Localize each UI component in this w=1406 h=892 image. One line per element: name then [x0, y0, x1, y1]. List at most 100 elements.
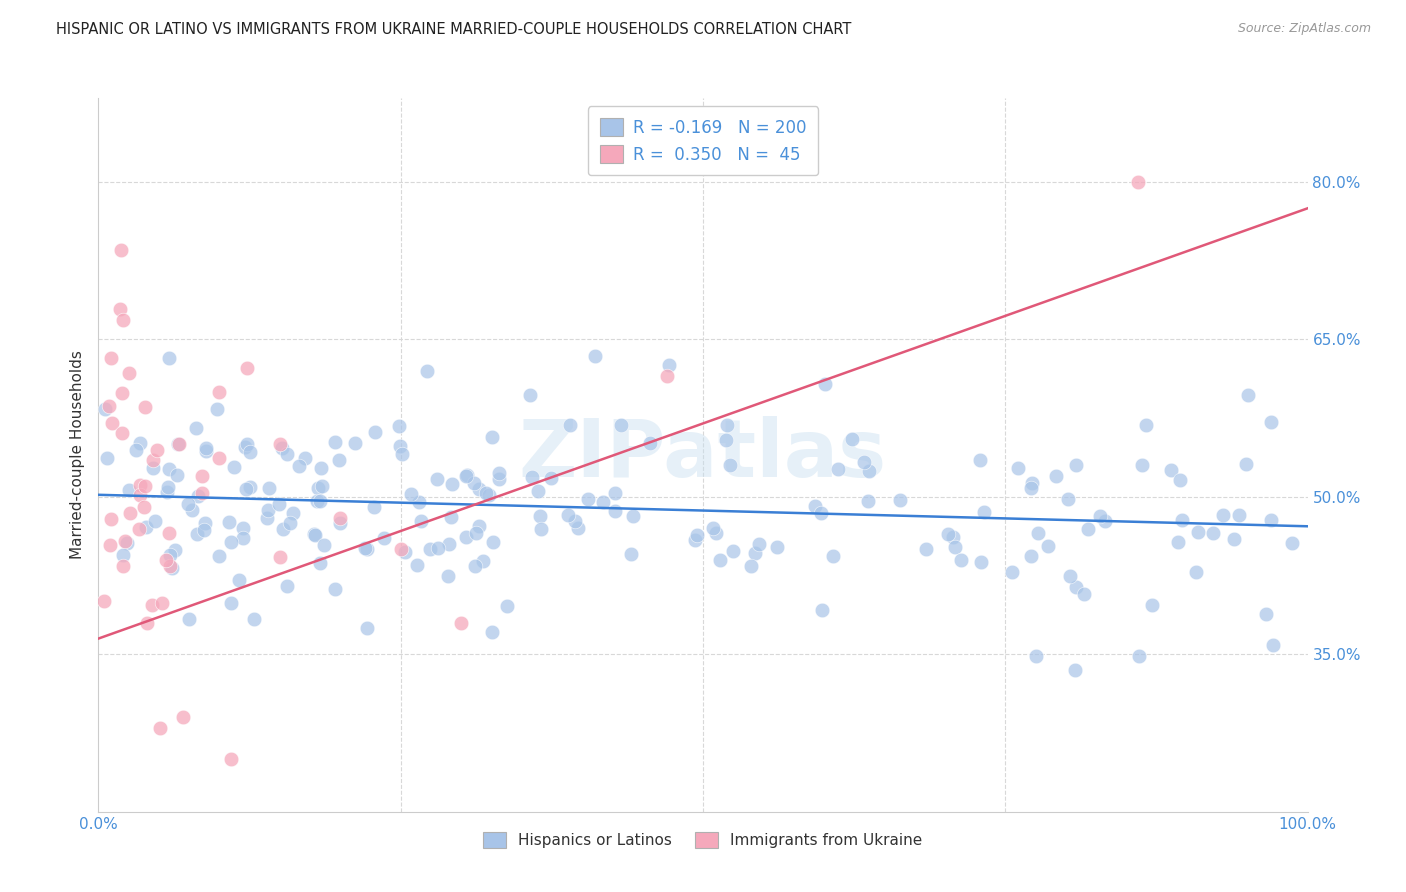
Point	[221, 596, 243, 610]
Point	[488, 466, 510, 480]
Point	[243, 612, 266, 626]
Point	[128, 523, 150, 537]
Point	[276, 579, 298, 593]
Point	[1281, 536, 1303, 550]
Point	[96, 450, 118, 465]
Point	[186, 526, 208, 541]
Point	[93, 594, 115, 608]
Point	[415, 363, 437, 377]
Point	[942, 530, 965, 544]
Point	[530, 522, 553, 536]
Legend: Hispanics or Latinos, Immigrants from Ukraine: Hispanics or Latinos, Immigrants from Uk…	[477, 826, 929, 854]
Point	[583, 349, 606, 363]
Point	[157, 461, 180, 475]
Point	[1025, 648, 1047, 663]
Point	[114, 534, 136, 549]
Point	[557, 508, 579, 523]
Point	[276, 447, 298, 461]
Point	[267, 497, 290, 511]
Point	[118, 506, 141, 520]
Point	[257, 481, 280, 495]
Point	[1135, 417, 1157, 432]
Point	[467, 519, 489, 533]
Point	[938, 526, 960, 541]
Point	[943, 541, 966, 555]
Point	[685, 533, 707, 548]
Point	[160, 561, 183, 575]
Point	[1057, 491, 1080, 506]
Point	[803, 500, 825, 514]
Y-axis label: Married-couple Households: Married-couple Households	[69, 351, 84, 559]
Point	[111, 425, 134, 440]
Point	[463, 475, 485, 490]
Point	[481, 430, 503, 444]
Point	[973, 505, 995, 519]
Point	[100, 512, 122, 526]
Point	[389, 542, 412, 557]
Point	[527, 484, 550, 499]
Point	[304, 527, 326, 541]
Point	[329, 511, 352, 525]
Point	[394, 545, 416, 559]
Point	[609, 418, 631, 433]
Point	[1160, 463, 1182, 477]
Point	[165, 542, 187, 557]
Point	[704, 526, 727, 541]
Point	[271, 441, 294, 455]
Point	[177, 497, 200, 511]
Point	[1187, 524, 1209, 539]
Point	[193, 523, 215, 537]
Point	[208, 450, 231, 465]
Point	[110, 243, 132, 257]
Point	[1260, 416, 1282, 430]
Point	[814, 377, 837, 392]
Point	[125, 443, 148, 458]
Point	[134, 401, 156, 415]
Point	[283, 506, 305, 520]
Point	[821, 549, 844, 563]
Point	[156, 479, 179, 493]
Point	[143, 514, 166, 528]
Point	[1036, 539, 1059, 553]
Point	[437, 569, 460, 583]
Point	[519, 387, 541, 401]
Point	[135, 520, 157, 534]
Point	[437, 537, 460, 551]
Point	[132, 500, 155, 515]
Text: ZIPatlas: ZIPatlas	[519, 416, 887, 494]
Point	[134, 478, 156, 492]
Point	[97, 400, 120, 414]
Point	[142, 461, 165, 475]
Point	[621, 508, 644, 523]
Point	[1185, 565, 1208, 579]
Point	[1170, 474, 1192, 488]
Point	[1019, 481, 1042, 495]
Point	[278, 516, 301, 530]
Point	[100, 351, 122, 366]
Point	[540, 471, 562, 485]
Point	[239, 480, 262, 494]
Point	[135, 615, 157, 630]
Point	[101, 416, 124, 430]
Point	[307, 481, 329, 495]
Point	[740, 559, 762, 574]
Point	[558, 417, 581, 432]
Point	[309, 461, 332, 475]
Point	[323, 582, 346, 596]
Point	[456, 467, 478, 482]
Point	[364, 425, 387, 439]
Point	[195, 441, 218, 455]
Point	[1254, 607, 1277, 622]
Point	[159, 559, 181, 574]
Point	[576, 492, 599, 507]
Point	[236, 436, 259, 450]
Point	[1076, 522, 1098, 536]
Point	[720, 458, 742, 472]
Point	[257, 503, 280, 517]
Point	[853, 455, 876, 469]
Point	[419, 541, 441, 556]
Point	[312, 538, 335, 552]
Point	[1171, 513, 1194, 527]
Point	[273, 522, 295, 536]
Point	[98, 538, 121, 552]
